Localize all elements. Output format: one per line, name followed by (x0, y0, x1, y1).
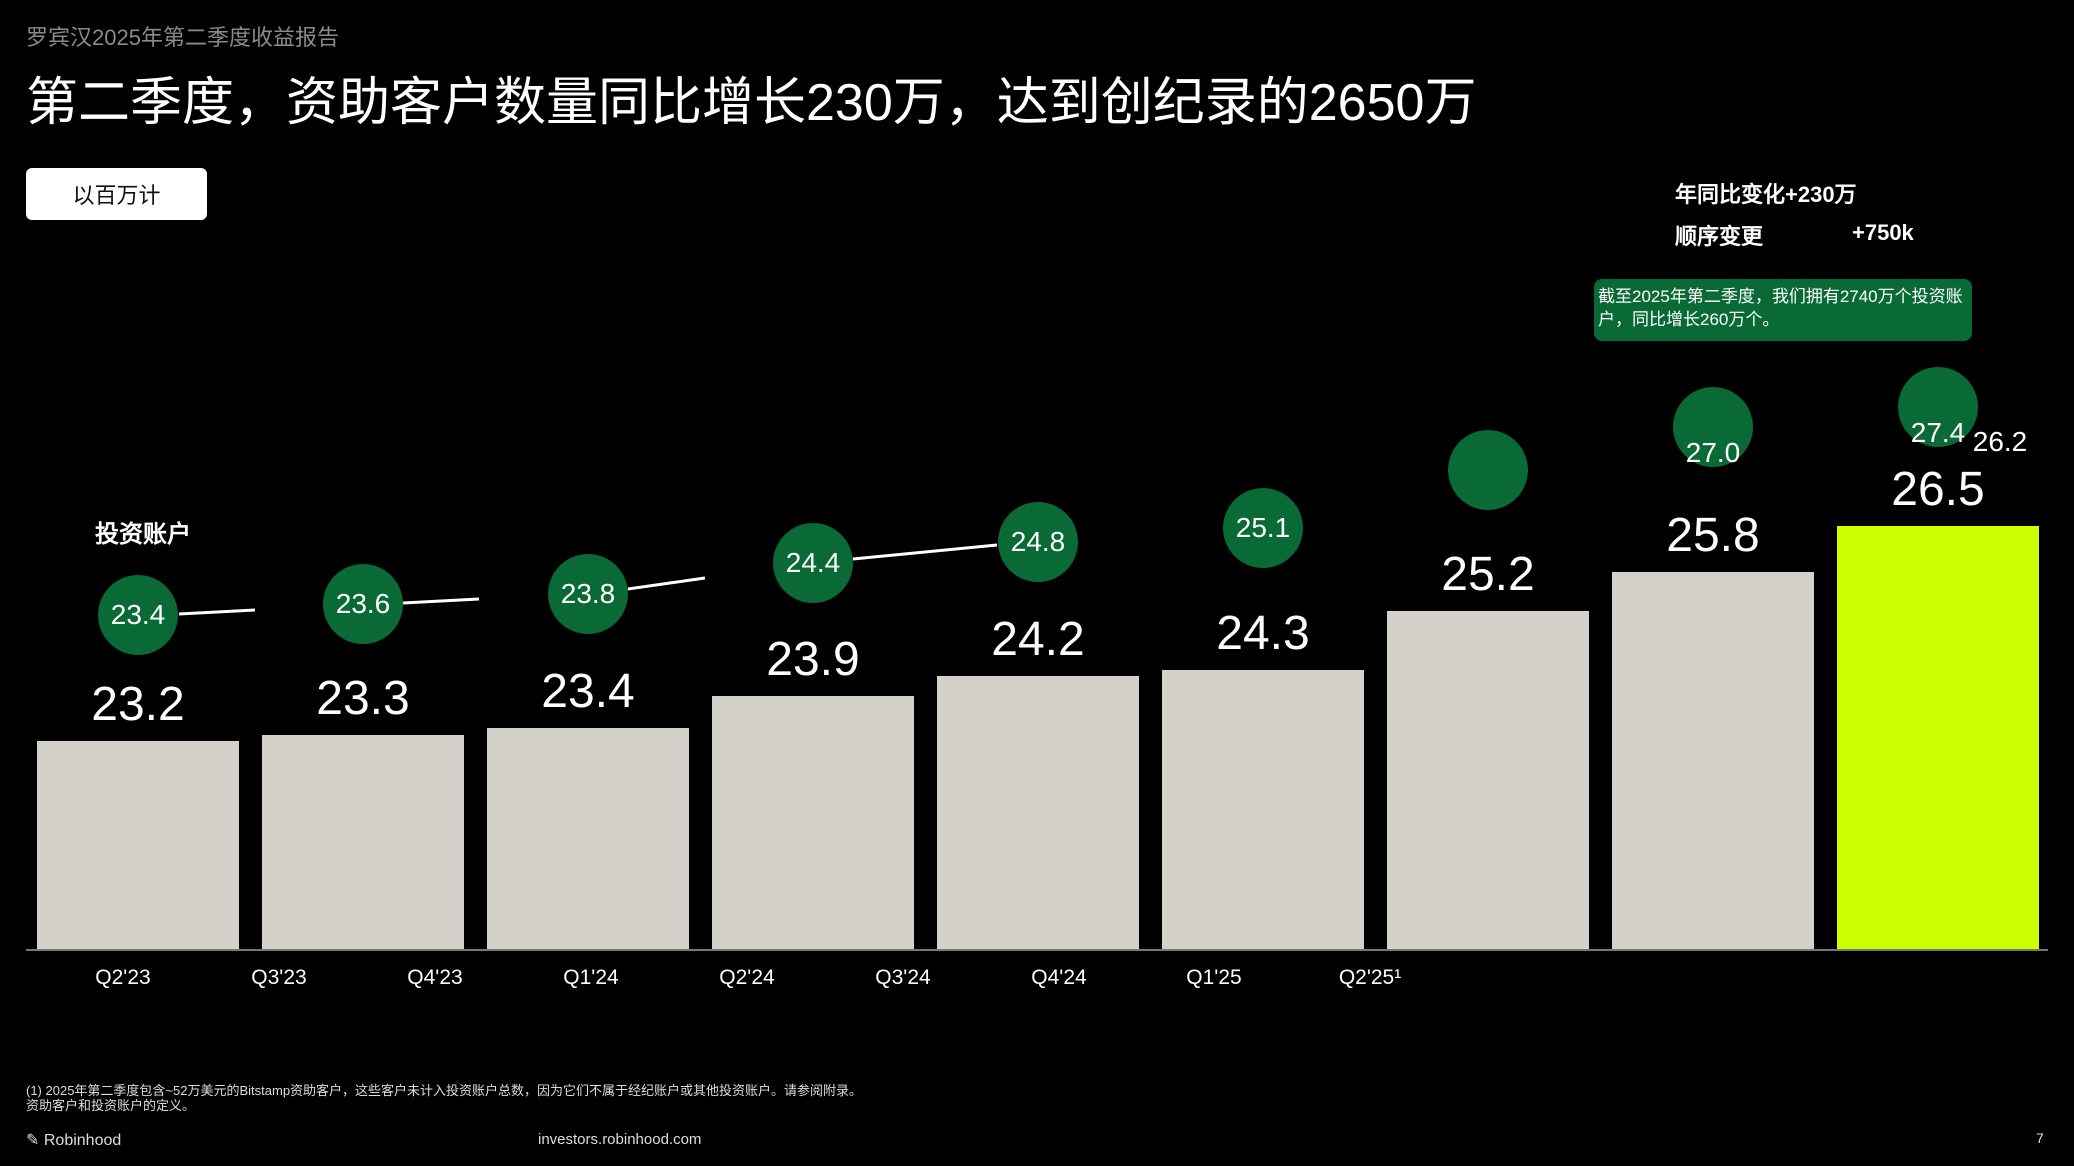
sequential-change-value: +750k (1852, 220, 1914, 245)
bar (937, 676, 1139, 950)
bar-value-label: 26.5 (1891, 463, 1985, 517)
bar (487, 728, 689, 950)
connector-line (852, 543, 998, 561)
marker-value-label: 23.6 (335, 588, 391, 619)
marker-circle (548, 554, 628, 634)
bar-value-label: 25.2 (1441, 547, 1535, 601)
footnote-line: (1) 2025年第二季度包含~52万美元的Bitstamp资助客户，这些客户未… (26, 1083, 863, 1098)
marker-circle (98, 575, 178, 655)
bar-value-label: 23.3 (316, 671, 410, 725)
marker-circle (773, 523, 853, 603)
marker-value-label: 27.0 (1685, 437, 1741, 468)
page-title: 第二季度，资助客户数量同比增长230万，达到创纪录的2650万 (26, 74, 1477, 132)
x-tick-label: Q2'24 (719, 966, 775, 989)
x-tick-label: Q4'24 (1031, 966, 1087, 989)
extra-value-label: 26.2 (1972, 426, 2028, 457)
bar-value-label: 23.4 (541, 665, 635, 719)
bar (262, 734, 464, 950)
marker-circle (323, 564, 403, 644)
bar (1837, 526, 2039, 950)
marker-value-label: 27.4 (1910, 417, 1966, 448)
connector-line (627, 576, 706, 591)
bar-value-label: 23.9 (766, 632, 860, 686)
robinhood-logo: ✎ Robinhood (26, 1130, 121, 1150)
footnote-line: 资助客户和投资账户的定义。 (26, 1098, 196, 1113)
bar-value-label: 23.2 (91, 678, 185, 732)
marker-circle (1898, 367, 1978, 447)
bar-value-label: 24.2 (991, 613, 1085, 667)
series-label: 投资账户 (95, 521, 191, 548)
marker-value-label: 24.4 (785, 547, 841, 578)
marker-circle (1673, 387, 1753, 467)
marker-value-label: 23.8 (560, 578, 616, 609)
bar (712, 695, 914, 950)
x-tick-label: Q3'24 (875, 966, 931, 989)
x-tick-label: Q1'25 (1186, 966, 1242, 989)
unit-label-box: 以百万计 (26, 168, 207, 220)
marker-circle (1223, 488, 1303, 568)
page-number: 7 (2036, 1130, 2044, 1146)
connector-line (178, 608, 256, 616)
investment-accounts-note: 截至2025年第二季度，我们拥有2740万个投资账户，同比增长260万个。 (1594, 279, 1972, 341)
marker-value-label: 24.8 (1010, 526, 1066, 557)
logo-text: Robinhood (43, 1132, 122, 1149)
sequential-change-label: 顺序变更 (1675, 224, 1764, 249)
bar (1387, 610, 1589, 950)
marker-circle (1448, 430, 1528, 510)
x-tick-label: Q2'25¹ (1338, 966, 1402, 989)
feather-icon: ✎ (26, 1132, 40, 1149)
bar (1162, 669, 1364, 950)
marker-circle (998, 502, 1078, 582)
bar-value-label: 24.3 (1216, 606, 1310, 660)
x-tick-label: Q4'23 (407, 966, 463, 989)
report-subtitle: 罗宾汉2025年第二季度收益报告 (26, 25, 339, 50)
marker-value-label: 25.1 (1235, 512, 1291, 543)
bar (37, 741, 239, 950)
footnote: (1) 2025年第二季度包含~52万美元的Bitstamp资助客户，这些客户未… (26, 1083, 862, 1113)
x-tick-label: Q3'23 (251, 966, 307, 989)
connector-line (402, 597, 480, 605)
x-tick-label: Q1'24 (563, 966, 619, 989)
bar (1612, 571, 1814, 950)
x-axis-line (26, 949, 2048, 951)
marker-value-label: 23.4 (110, 599, 166, 630)
yoy-change: 年同比变化+230万 (1675, 182, 1857, 207)
bar-value-label: 25.8 (1666, 508, 1760, 562)
website-url: investors.robinhood.com (538, 1131, 702, 1148)
x-tick-label: Q2'23 (95, 966, 151, 989)
